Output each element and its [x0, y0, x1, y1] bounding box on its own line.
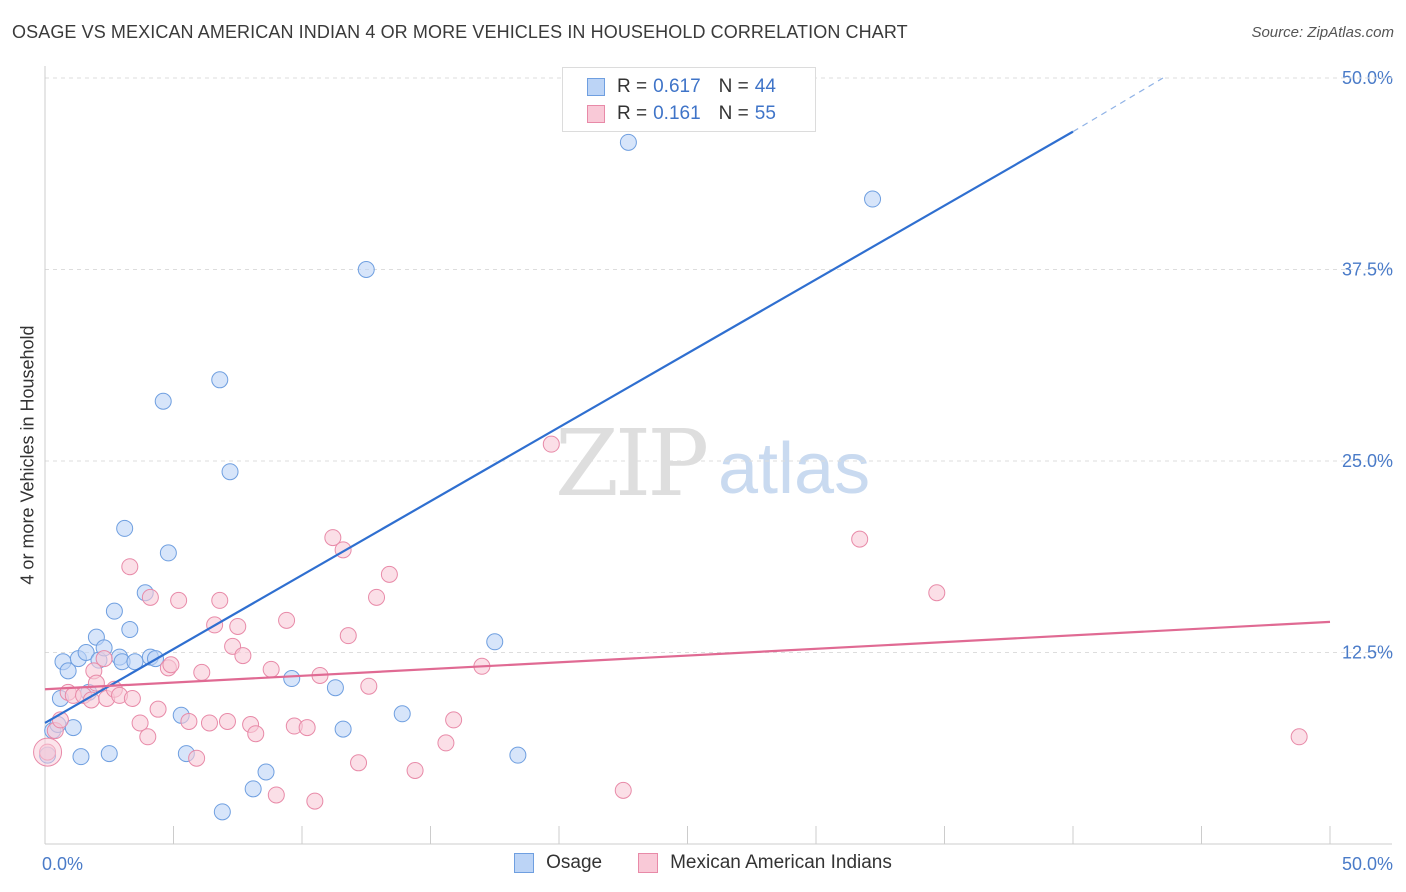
legend-n-value: 55	[754, 103, 776, 124]
osage-point	[326, 679, 344, 697]
mexican-american-indians-point	[95, 650, 113, 668]
series-label-mexican-american-indians: Mexican American Indians	[670, 852, 892, 873]
mexican-american-indians-point	[200, 714, 218, 732]
osage-point	[393, 705, 411, 723]
mexican-american-indians-point	[193, 663, 211, 681]
osage-trend-extension	[1072, 77, 1164, 133]
legend-r-value: 0.617	[653, 76, 701, 97]
osage-trend-line	[44, 130, 1074, 724]
mexican-american-indians-point	[170, 591, 188, 609]
mexican-american-indians-point	[162, 656, 180, 674]
correlation-legend: R = 0.617 N = 44 R = 0.161 N = 55	[562, 67, 816, 132]
mexican-american-indians-point	[149, 700, 167, 718]
series-legend-mexican-american-indians[interactable]: Mexican American Indians	[638, 852, 892, 874]
osage-point	[213, 803, 231, 821]
mexican-american-indians-point	[131, 714, 149, 732]
osage-point	[334, 720, 352, 738]
osage-point	[864, 190, 882, 208]
mexican-american-indians-point	[445, 711, 463, 729]
mexican-american-indians-point	[298, 719, 316, 737]
mexican-american-indians-point	[1290, 728, 1308, 746]
chart-title: OSAGE VS MEXICAN AMERICAN INDIAN 4 OR MO…	[12, 22, 908, 42]
y-tick-label: 25.0%	[1342, 451, 1393, 471]
legend-r-value: 0.161	[653, 103, 701, 124]
osage-point	[77, 644, 95, 661]
osage-point	[154, 392, 172, 410]
legend-swatch-osage	[587, 78, 605, 96]
mexican-american-indians-point	[339, 627, 357, 645]
x-tick-label: 50.0%	[1342, 854, 1393, 874]
mexican-american-indians-point	[33, 737, 63, 767]
mexican-american-indians-point	[229, 617, 247, 635]
osage-point	[64, 719, 82, 737]
osage-point	[283, 670, 301, 688]
osage-point	[159, 544, 177, 562]
mexican-american-indians-point	[234, 647, 252, 665]
mexican-american-indians-trend-line	[44, 620, 1331, 691]
osage-point	[509, 746, 527, 764]
mexican-american-indians-point	[368, 588, 386, 606]
osage-point	[211, 371, 229, 389]
series-legend: Osage Mexican American Indians	[0, 852, 1406, 874]
legend-n-label: N =	[718, 76, 749, 97]
osage-point	[105, 602, 123, 620]
mexican-american-indians-point	[306, 792, 324, 810]
mexican-american-indians-point	[542, 435, 560, 453]
mexican-american-indians-point	[218, 712, 236, 730]
y-tick-label: 37.5%	[1342, 260, 1393, 280]
mexican-american-indians-point	[247, 725, 265, 743]
mexican-american-indians-point	[123, 689, 141, 707]
osage-point	[72, 748, 90, 766]
legend-r-label: R =	[617, 103, 648, 124]
mexican-american-indians-point	[437, 734, 455, 752]
watermark-zip: ZIP	[555, 410, 709, 517]
osage-point	[357, 261, 375, 278]
mexican-american-indians-point	[121, 558, 139, 576]
mexican-american-indians-point	[360, 677, 378, 695]
mexican-american-indians-point	[350, 754, 368, 772]
osage-point	[221, 463, 239, 481]
osage-point	[257, 763, 275, 781]
series-swatch-mexican-american-indians	[638, 853, 659, 873]
legend-r-label: R =	[617, 76, 648, 97]
mexican-american-indians-point	[211, 591, 229, 609]
mexican-american-indians-point	[262, 660, 280, 678]
mexican-american-indians-point	[324, 529, 342, 547]
mexican-american-indians-point	[87, 674, 105, 692]
mexican-american-indians-point	[614, 781, 632, 799]
series-label-osage: Osage	[546, 852, 603, 873]
y-tick-label: 12.5%	[1342, 643, 1393, 663]
osage-point	[116, 519, 134, 537]
osage-point	[244, 780, 262, 798]
legend-n-label: N =	[718, 103, 749, 124]
mexican-american-indians-point	[380, 565, 398, 583]
mexican-american-indians-point	[267, 786, 285, 804]
osage-point	[619, 133, 637, 151]
osage-point	[100, 745, 118, 763]
y-axis-label: 4 or more Vehicles in Household	[17, 325, 38, 585]
mexican-american-indians-point	[180, 712, 198, 730]
series-swatch-osage	[514, 853, 535, 873]
osage-point	[126, 653, 144, 671]
osage-point	[486, 633, 504, 651]
watermark-atlas: atlas	[718, 429, 871, 509]
legend-n-value: 44	[754, 76, 776, 97]
legend-row-mexican-american-indians: R = 0.161 N = 55	[587, 102, 776, 126]
legend-swatch-mexican-american-indians	[587, 105, 605, 123]
mexican-american-indians-point	[139, 728, 157, 746]
mexican-american-indians-point	[406, 761, 424, 779]
mexican-american-indians-point	[851, 530, 869, 548]
mexican-american-indians-point	[141, 588, 159, 606]
source-credit: Source: ZipAtlas.com	[1251, 24, 1394, 41]
mexican-american-indians-point	[188, 749, 206, 767]
mexican-american-indians-point	[928, 584, 946, 602]
legend-row-osage: R = 0.617 N = 44	[587, 75, 776, 99]
osage-point	[121, 621, 139, 639]
osage-point	[59, 662, 77, 680]
mexican-american-indians-point	[278, 611, 296, 629]
series-legend-osage[interactable]: Osage	[514, 852, 602, 874]
x-tick-label: 0.0%	[42, 854, 83, 874]
